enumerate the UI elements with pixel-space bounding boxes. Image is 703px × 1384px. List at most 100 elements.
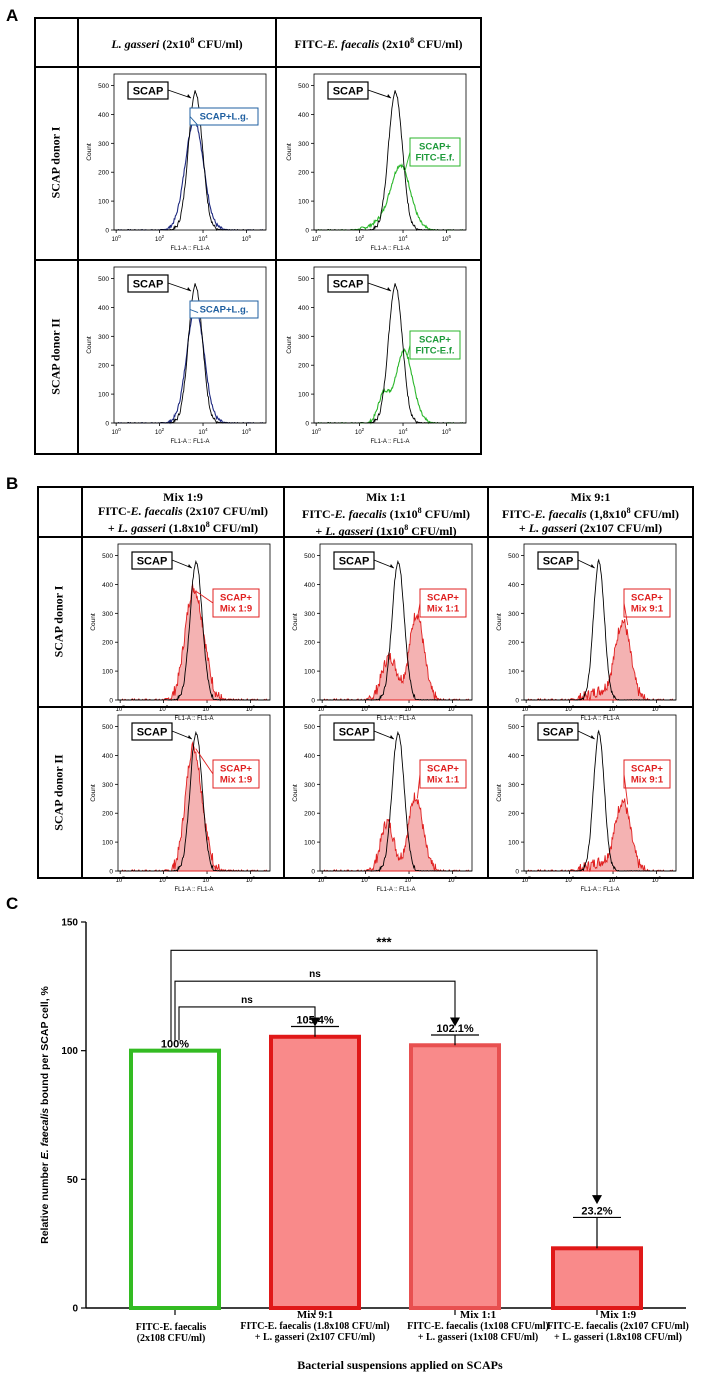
scap-arrowhead [389,564,394,568]
y-tick-label: 200 [304,811,315,818]
bar-chart: 0 50 100 150 Relative number E. faecalis bou… [39,918,686,1315]
x-tick-label: 106 [242,234,252,243]
y-tick-label: 0 [515,869,519,876]
x-tick-label: 100 [116,704,126,713]
scap-label-box [131,551,173,570]
y-tick-label: 0 [311,869,315,876]
x-tick-exponent: 4 [615,704,618,709]
histogram-a-lg-donor1: 500 400 300 200 100 0 Count 100 102 104 106 FL1-A :… [82,70,270,257]
panel-b-row-label-donor-2: SCAP donor II [51,754,66,831]
y-tick-label: 500 [508,724,519,731]
panel-b-header-mix19: Mix 1:9 FITC-E. faecalis (2x107 CFU/ml) … [98,490,268,535]
scap-label: SCAP [339,556,370,568]
sample-curve [314,163,466,231]
y-tick-label: 500 [508,553,519,560]
x-tick-label: 106 [652,704,662,713]
sample-label-box [419,588,467,618]
sample-label-line: SCAP+ [427,764,459,775]
x-tick-exponent: 6 [659,875,662,880]
y-tick-label: 200 [298,170,309,177]
scap-arrowhead [387,287,392,291]
x-tick-exponent: 4 [205,427,208,432]
sample-arrow [195,748,214,775]
y-axis-title-part: Relative number [39,1159,51,1244]
y-tick-label: 500 [304,553,315,560]
scap-label: SCAP [543,727,574,739]
x-category-2: Mix 1:1 FITC-E. faecalis (1x108 CFU/ml) … [407,1309,549,1344]
x-axis-label: FL1-A :: FL1-A [376,716,415,722]
sample-arrow [623,602,629,626]
scap-arrowhead [387,94,392,98]
x-tick-label: 106 [448,875,458,884]
scap-label-box [333,722,375,741]
x-tick-exponent: 6 [449,427,452,432]
x-axis-label: FL1-A :: FL1-A [580,716,619,722]
significance-arrowhead-2 [592,1195,602,1205]
x-tick-exponent: 4 [411,704,414,709]
x-category-3: Mix 1:9 FITC-E. faecalis (2x107 CFU/ml) … [547,1309,689,1344]
x-tick-exponent: 0 [528,875,531,880]
x-tick-exponent: 4 [205,234,208,239]
panel-b-header-mix91: Mix 9:1 FITC-E. faecalis (1,8x108 CFU/ml… [502,490,679,535]
y-tick-label: 200 [508,811,519,818]
y-tick-label: 200 [508,640,519,647]
y-tick-label: 0 [515,698,519,705]
scap-arrowhead [590,564,595,568]
sample-label-line: Mix 1:1 [427,775,460,786]
x-tick-exponent: 6 [455,875,458,880]
scap-control-curve [314,90,466,232]
x-tick-exponent: 0 [324,875,327,880]
x-tick-exponent: 4 [405,234,408,239]
y-tick-label: 0 [109,698,113,705]
x-tick-exponent: 4 [209,704,212,709]
x-tick-label: 102 [361,875,371,884]
y-tick-label: 0 [311,698,315,705]
sample-arrow [189,309,199,313]
x-axis-label: FL1-A :: FL1-A [376,887,415,893]
panel-b-letter: B [6,474,19,493]
x-axis-label: FL1-A :: FL1-A [174,887,213,893]
y-tick-label: 150 [61,918,78,929]
histogram-b-mix19-donor2: 500 400 300 200 100 0 Count 100 102 104 106 FL1-A :… [86,711,274,898]
histogram-b-mix19-donor1: 500 400 300 200 100 0 Count 100 102 104 106 FL1-A :… [86,540,274,727]
y-tick-label: 300 [298,334,309,341]
x-tick-exponent: 2 [166,704,169,709]
scap-arrowhead [389,735,394,739]
x-tick-label: 100 [522,875,532,884]
significance-arrowhead-0 [310,1017,320,1027]
y-axis-label: Count [90,784,97,802]
scap-control-curve [314,283,466,425]
sample-arrow [407,344,411,356]
plot-frame [313,73,467,231]
histogram-b-mix11-donor1: 500 400 300 200 100 0 Count 100 102 104 106 FL1-A :… [288,540,476,727]
significance-label-1: ns [309,969,321,980]
panel-a-row-label-donor-2: SCAP donor II [48,318,63,395]
y-tick-label: 0 [105,421,109,428]
scap-label-box [127,81,169,100]
sample-label-line: SCAP+ [220,764,252,775]
x-tick-exponent: 2 [162,234,165,239]
y-tick-label: 300 [508,782,519,789]
x-tick-label: 104 [202,704,212,713]
sample-arrow [195,590,214,604]
y-tick-label: 100 [61,1046,78,1057]
x-tick-label: 104 [198,234,208,243]
y-axis-label: Count [286,143,293,161]
x-tick-label: 102 [361,704,371,713]
histogram-b-mix91-donor2: 500 400 300 200 100 0 Count 100 102 104 106 FL1-A :… [492,711,680,898]
sample-label-line: SCAP+L.g. [200,305,249,316]
plot-frame [113,73,267,231]
scap-control-curve [114,90,266,232]
scap-label-box [333,551,375,570]
y-tick-label: 400 [298,305,309,312]
y-tick-label: 0 [105,228,109,235]
x-tick-exponent: 0 [122,875,125,880]
scap-label: SCAP [137,556,168,568]
sample-label-box [419,759,467,789]
x-tick-label: 100 [318,704,328,713]
value-label-0: 100% [161,1039,189,1051]
x-axis-title: Bacterial suspensions applied on SCAPs [297,1358,503,1372]
